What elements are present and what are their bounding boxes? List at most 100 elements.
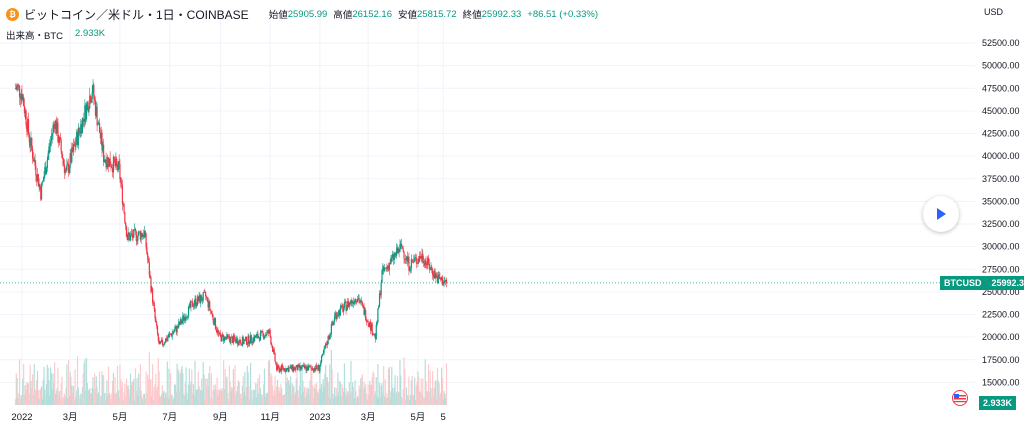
- candle-body: [110, 166, 111, 168]
- play-icon: [934, 207, 948, 221]
- candle-body: [82, 118, 83, 133]
- high-value: 26152.16: [352, 9, 392, 20]
- candle-body: [264, 337, 265, 339]
- candle-body: [266, 332, 267, 335]
- candle-body: [247, 343, 248, 344]
- candle-body: [209, 302, 210, 310]
- candle-body: [234, 338, 235, 339]
- candle-body: [216, 329, 217, 331]
- candle-body: [146, 247, 147, 253]
- candle-body: [194, 304, 195, 306]
- candle-body: [42, 182, 43, 184]
- candle-body: [323, 353, 324, 354]
- candle-body: [66, 165, 67, 170]
- candle-body: [372, 324, 373, 335]
- candle-body: [181, 321, 182, 324]
- candle-body: [162, 340, 163, 345]
- candle-body: [69, 167, 70, 172]
- bitcoin-icon: ₿: [6, 8, 19, 21]
- candle-body: [203, 293, 204, 301]
- volume-header: 出来高・BTC 2.933K: [6, 28, 105, 42]
- candle-body: [357, 299, 358, 302]
- candle-body: [41, 183, 42, 199]
- candle-body: [133, 229, 134, 237]
- candle-body: [389, 263, 390, 270]
- candle-body: [25, 111, 26, 125]
- candle-body: [409, 270, 410, 271]
- candle-body: [114, 157, 115, 162]
- price-tag: BTCUSD 25992.33: [940, 276, 1024, 290]
- candle-body: [225, 337, 226, 338]
- candle-body: [135, 229, 136, 231]
- volume-bar: [446, 363, 447, 405]
- candle-body: [124, 213, 125, 223]
- candle-body: [442, 277, 443, 285]
- candle-body: [62, 158, 63, 160]
- candle-body: [29, 134, 30, 142]
- candle-body: [190, 301, 191, 307]
- candle-body: [282, 365, 283, 367]
- candle-body: [270, 337, 271, 345]
- x-tick-label: 5: [441, 412, 446, 423]
- candle-body: [244, 339, 245, 340]
- candle-body: [423, 261, 424, 263]
- x-tick-label: 5月: [113, 412, 128, 423]
- candle-body: [145, 231, 146, 233]
- candle-body: [97, 124, 98, 125]
- volume-tag: 2.933K: [979, 396, 1016, 410]
- candle-body: [333, 322, 334, 323]
- candle-body: [355, 299, 356, 302]
- candle-body: [83, 118, 84, 119]
- candle-body: [167, 338, 168, 341]
- candle-body: [278, 365, 279, 367]
- candle-body: [206, 296, 207, 297]
- candle-body: [120, 179, 121, 182]
- y-tick-label: 42500.00: [982, 129, 1020, 139]
- candle-body: [218, 330, 219, 333]
- candle-body: [212, 315, 213, 321]
- currency-label[interactable]: USD: [984, 7, 1003, 17]
- candle-body: [137, 235, 138, 240]
- us-flag-icon[interactable]: [950, 390, 970, 406]
- low-value: 25815.72: [417, 9, 457, 20]
- candle-body: [408, 257, 409, 270]
- candle-body: [154, 303, 155, 309]
- candle-body: [51, 136, 52, 141]
- candle-body: [312, 368, 313, 370]
- candle-body: [362, 302, 363, 304]
- candle-body: [163, 344, 164, 345]
- candle-body: [168, 334, 169, 337]
- candle-body: [316, 365, 317, 368]
- y-tick-label: 35000.00: [982, 196, 1020, 206]
- candle-body: [46, 168, 47, 174]
- candle-body: [340, 307, 341, 315]
- candle-body: [363, 305, 364, 307]
- candle-body: [301, 367, 302, 369]
- candle-body: [187, 317, 188, 318]
- candle-body: [192, 302, 193, 307]
- candle-body: [28, 119, 29, 134]
- candle-body: [323, 349, 324, 353]
- candle-body: [297, 365, 298, 370]
- candle-body: [391, 258, 392, 259]
- candle-body: [150, 275, 151, 277]
- candle-body: [49, 146, 50, 147]
- y-tick-label: 47500.00: [982, 83, 1020, 93]
- volume-bar: [19, 359, 20, 405]
- candle-body: [237, 339, 238, 345]
- candle-body: [60, 137, 61, 140]
- candle-body: [262, 331, 263, 333]
- symbol-title[interactable]: ビットコイン／米ドル・1日・COINBASE: [24, 6, 249, 23]
- candle-body: [201, 295, 202, 300]
- candle-body: [147, 254, 148, 260]
- play-button[interactable]: [923, 196, 959, 232]
- candle-body: [401, 244, 402, 247]
- candlesticks: [0, 79, 940, 374]
- candle-body: [222, 334, 223, 335]
- y-tick-label: 27500.00: [982, 264, 1020, 274]
- candle-body: [35, 166, 36, 176]
- candle-body: [324, 348, 325, 349]
- candle-body: [229, 336, 230, 339]
